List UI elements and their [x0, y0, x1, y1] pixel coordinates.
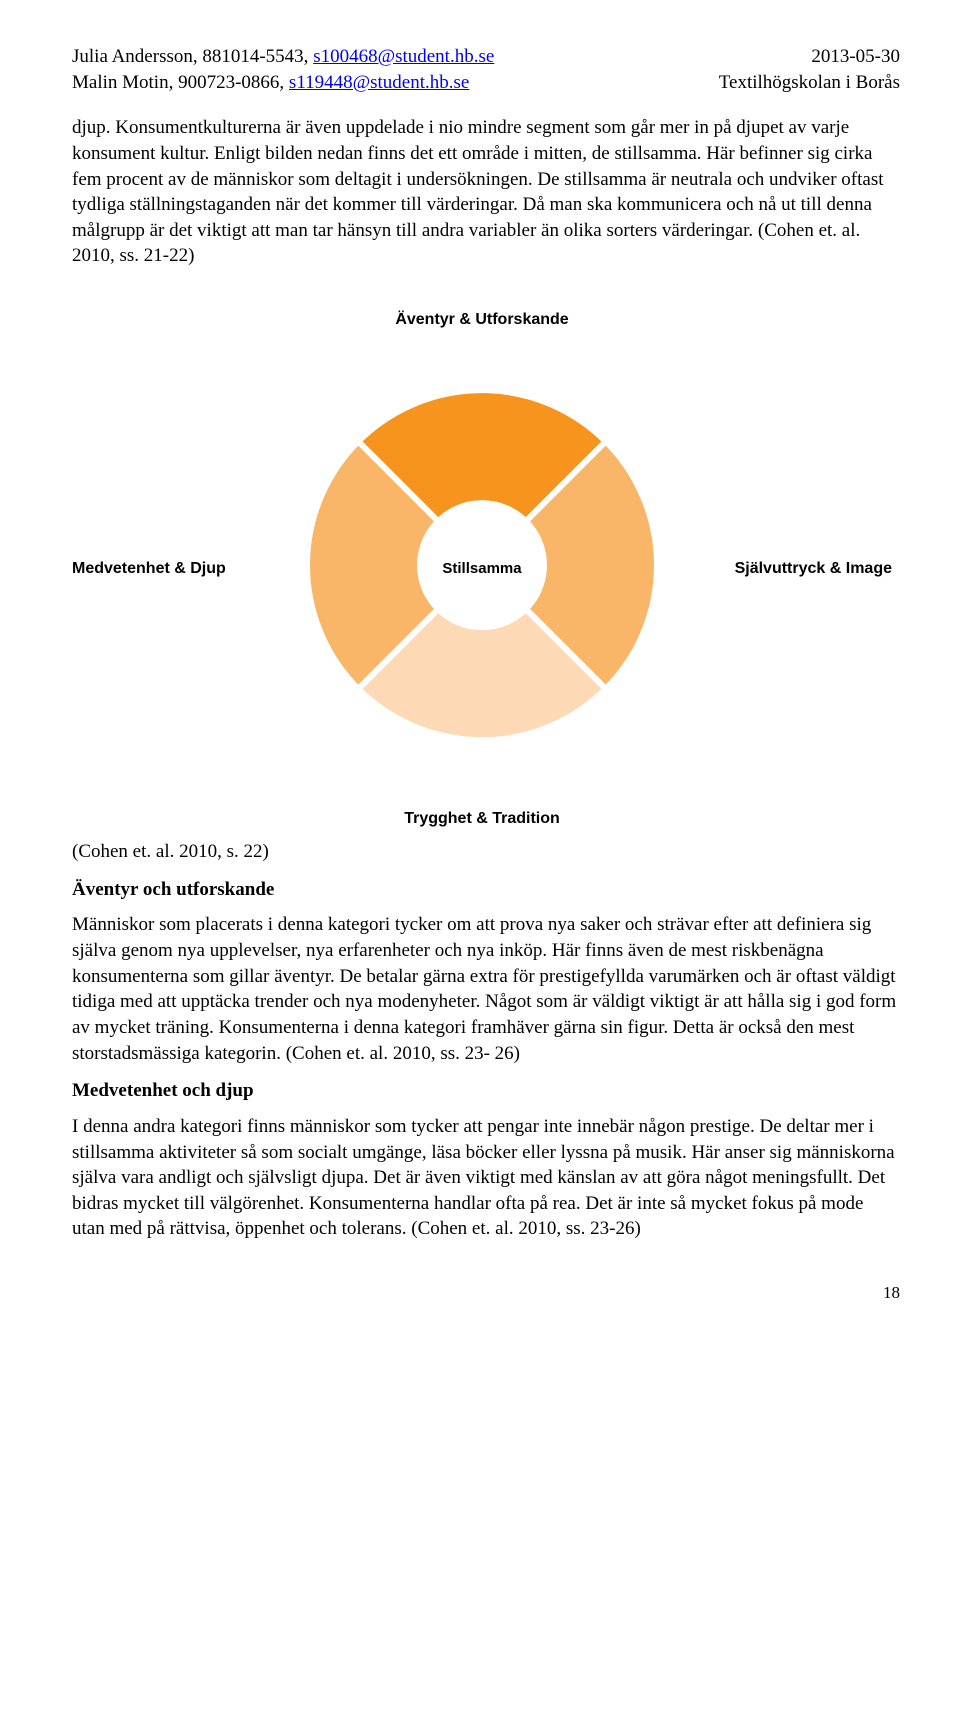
author1-email: s100468@student.hb.se — [313, 46, 494, 67]
header-left: Julia Andersson, 881014-5543, s100468@st… — [72, 44, 494, 95]
donut-svg-holder — [302, 385, 662, 753]
donut-svg — [302, 385, 662, 745]
heading-medvetenhet: Medvetenhet och djup — [72, 1078, 900, 1104]
donut-chart: Äventyr & Utforskande Självuttryck & Ima… — [72, 309, 892, 829]
chart-label-right: Självuttryck & Image — [735, 558, 892, 580]
author-line-1: Julia Andersson, 881014-5543, s100468@st… — [72, 44, 494, 70]
author2-email: s119448@student.hb.se — [289, 72, 469, 93]
chart-label-top: Äventyr & Utforskande — [395, 309, 568, 331]
heading-aventyr: Äventyr och utforskande — [72, 877, 900, 903]
header-right: 2013-05-30 Textilhögskolan i Borås — [719, 44, 900, 95]
chart-caption: (Cohen et. al. 2010, s. 22) — [72, 839, 900, 865]
author-line-2: Malin Motin, 900723-0866, s119448@studen… — [72, 70, 494, 96]
chart-label-left: Medvetenhet & Djup — [72, 558, 226, 580]
paragraph-intro: djup. Konsumentkulturerna är även uppdel… — [72, 115, 900, 269]
chart-label-bottom: Trygghet & Tradition — [404, 808, 560, 830]
institution: Textilhögskolan i Borås — [719, 70, 900, 96]
page-header: Julia Andersson, 881014-5543, s100468@st… — [72, 44, 900, 95]
author2-name: Malin Motin, 900723-0866, — [72, 72, 289, 93]
page-number: 18 — [72, 1282, 900, 1305]
author1-name: Julia Andersson, 881014-5543, — [72, 46, 313, 67]
document-date: 2013-05-30 — [719, 44, 900, 70]
paragraph-aventyr: Människor som placerats i denna kategori… — [72, 912, 900, 1066]
paragraph-medvetenhet: I denna andra kategori finns människor s… — [72, 1114, 900, 1242]
